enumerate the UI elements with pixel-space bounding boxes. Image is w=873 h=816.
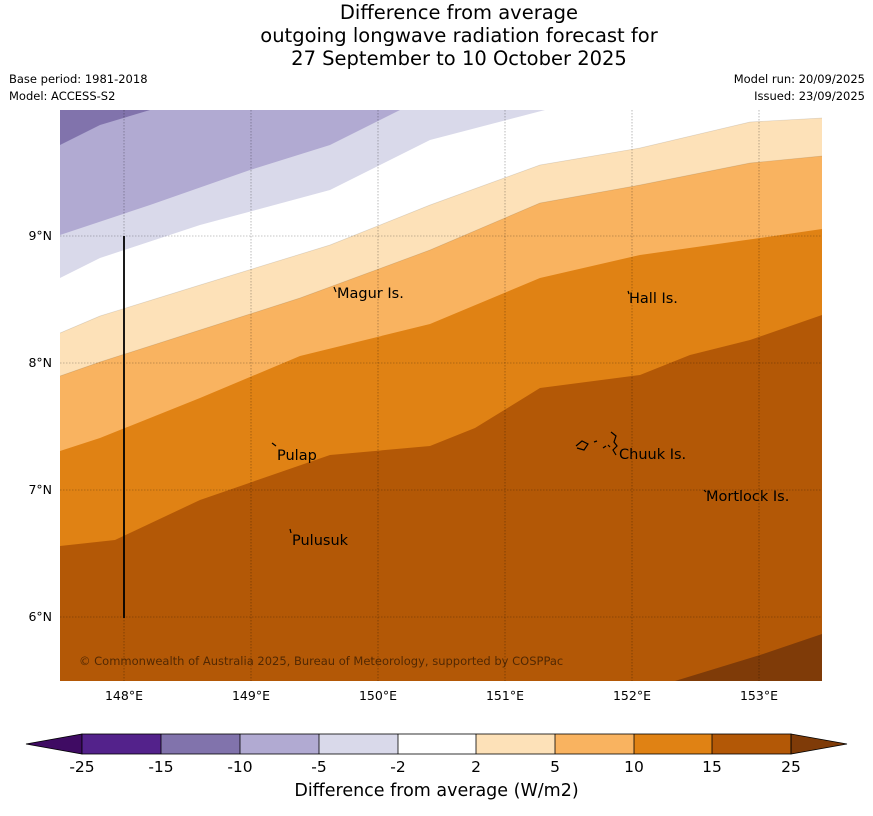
x-tick-148e: 148°E	[105, 688, 143, 703]
map-title: Difference from average outgoing longwav…	[0, 1, 873, 70]
colorbar-seg-neg15-neg10	[161, 734, 240, 754]
colorbar-seg-neg2-2	[398, 734, 476, 754]
colorbar-tick-5: 5	[550, 758, 560, 776]
meta-left: Base period: 1981-2018 Model: ACCESS-S2	[9, 71, 148, 105]
colorbar-tick-neg2: -2	[390, 758, 405, 776]
colorbar-tick-2: 2	[471, 758, 481, 776]
place-labels: Magur Is. Hall Is. Pulap Chuuk Is. Mortl…	[277, 286, 789, 549]
y-tick-8n: 8°N	[28, 355, 52, 370]
band-neg15-neg10	[60, 110, 150, 145]
band-gt-25	[675, 634, 822, 681]
title-line-3: 27 September to 10 October 2025	[291, 47, 627, 70]
model-label: Model: ACCESS-S2	[9, 89, 116, 103]
y-tick-7n: 7°N	[28, 482, 52, 497]
colorbar-seg-neg25-neg15	[82, 734, 161, 754]
title-line-1: Difference from average	[339, 1, 579, 24]
x-axis-ticks: 148°E 149°E 150°E 151°E 152°E 153°E	[105, 688, 778, 703]
colorbar-tick-neg10: -10	[227, 758, 252, 776]
x-tick-150e: 150°E	[359, 688, 397, 703]
label-magur: Magur Is.	[337, 286, 404, 302]
island-outlines	[271, 286, 707, 534]
island-magur	[333, 286, 337, 293]
meta-right: Model run: 20/09/2025 Issued: 23/09/2025	[734, 71, 865, 105]
colorbar-extend-high	[790, 733, 848, 755]
y-tick-9n: 9°N	[28, 228, 52, 243]
y-tick-6n: 6°N	[28, 609, 52, 624]
copyright-text: © Commonwealth of Australia 2025, Bureau…	[79, 654, 563, 668]
island-pulusuk	[289, 528, 292, 534]
label-hall: Hall Is.	[629, 291, 678, 307]
colorbar-label: Difference from average (W/m2)	[294, 781, 579, 801]
x-tick-151e: 151°E	[486, 688, 524, 703]
colorbar-tick-neg15: -15	[148, 758, 173, 776]
label-chuuk: Chuuk Is.	[619, 447, 686, 463]
colorbar-tick-25: 25	[781, 758, 801, 776]
base-period-label: Base period: 1981-2018	[9, 72, 148, 86]
colorbar-seg-2-5	[476, 734, 555, 754]
island-mortlock	[703, 489, 707, 493]
band-neg10-neg5	[60, 110, 400, 235]
label-mortlock: Mortlock Is.	[706, 489, 789, 505]
colorbar-tick-10: 10	[624, 758, 644, 776]
label-pulusuk: Pulusuk	[292, 533, 349, 549]
colorbar-seg-neg5-neg2	[319, 734, 398, 754]
x-tick-153e: 153°E	[740, 688, 778, 703]
colorbar-tick-neg5: -5	[311, 758, 326, 776]
colorbar-extend-low	[25, 733, 83, 755]
island-hall	[627, 290, 630, 295]
map-canvas	[60, 110, 822, 681]
island-pulap	[271, 442, 277, 447]
colorbar-seg-10-15	[634, 734, 712, 754]
x-tick-152e: 152°E	[613, 688, 651, 703]
colorbar-tick-15: 15	[702, 758, 722, 776]
label-pulap: Pulap	[277, 448, 317, 464]
colorbar: -25 -15 -10 -5 -2 2 5 10 15 25	[25, 733, 848, 776]
x-tick-149e: 149°E	[232, 688, 270, 703]
issued-label: Issued: 23/09/2025	[754, 89, 865, 103]
colorbar-seg-15-25	[712, 734, 791, 754]
colorbar-seg-5-10	[555, 734, 634, 754]
y-axis-ticks: 9°N 8°N 7°N 6°N	[28, 228, 52, 624]
colorbar-tick-neg25: -25	[69, 758, 94, 776]
model-run-label: Model run: 20/09/2025	[733, 72, 865, 86]
title-line-2: outgoing longwave radiation forecast for	[260, 24, 658, 47]
colorbar-seg-neg10-neg5	[240, 734, 319, 754]
island-chuuk	[575, 431, 618, 456]
